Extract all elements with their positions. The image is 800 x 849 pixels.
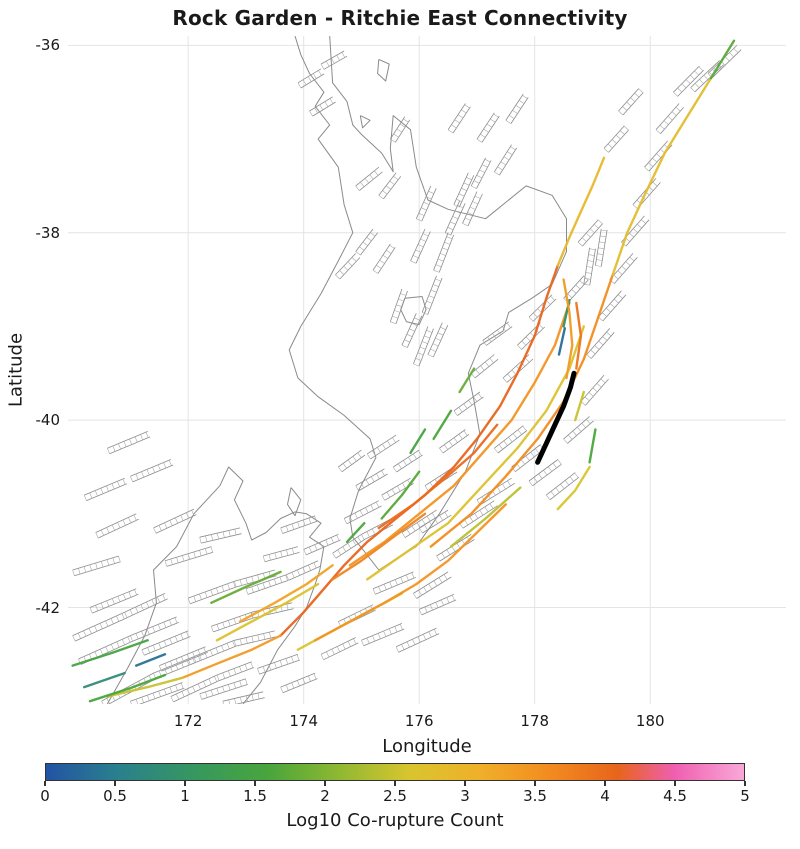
rupture-trace (279, 264, 559, 637)
coastline (106, 466, 325, 704)
colorbar-tick-mark (324, 781, 326, 786)
rupture-trace (348, 301, 571, 567)
map-plot (68, 36, 786, 704)
colorbar-tick-mark (114, 781, 116, 786)
rupture-trace (238, 564, 334, 623)
y-tick-label: -42 (35, 598, 61, 617)
y-tick-label: -38 (35, 223, 61, 242)
colorbar-tick-mark (604, 781, 606, 786)
coastline (377, 58, 390, 82)
colorbar-tick-mark (744, 781, 746, 786)
rupture-trace (88, 673, 167, 703)
colorbar-label: Log10 Co-rupture Count (286, 810, 504, 831)
rupture-trace (377, 423, 499, 530)
rupture-trace (135, 653, 167, 667)
rupture-trace (574, 390, 585, 422)
colorbar-tick-mark (184, 781, 186, 786)
coastline (287, 487, 302, 517)
y-tick-label: -40 (35, 411, 61, 430)
background-fault-rails (72, 45, 742, 704)
colorbar-tick-label: 0 (40, 787, 50, 805)
rupture-trace (557, 327, 566, 356)
rupture-trace (181, 634, 282, 679)
colorbar-tick-mark (674, 781, 676, 786)
colorbar-tick-mark (44, 781, 46, 786)
rupture-trace (709, 39, 736, 80)
x-tick-label: 178 (520, 712, 550, 730)
colorbar-tick-mark (464, 781, 466, 786)
colorbar-tick-label: 3 (460, 787, 470, 805)
rupture-trace (314, 503, 507, 642)
rupture-trace (210, 570, 282, 604)
rupture-trace (71, 639, 149, 667)
colorbar-tick-mark (534, 781, 536, 786)
rupture-trace (449, 486, 522, 548)
x-tick-label: 176 (404, 712, 434, 730)
rupture-trace (429, 273, 614, 548)
x-axis-label: Longitude (382, 736, 472, 757)
colorbar-tick-label: 4.5 (663, 787, 687, 805)
colorbar-tick-label: 2 (320, 787, 330, 805)
highlight-fault (535, 370, 577, 465)
rupture-trace (366, 325, 585, 581)
colorbar-tick-label: 2.5 (383, 787, 407, 805)
x-tick-label: 180 (635, 712, 665, 730)
colorbar-tick-mark (254, 781, 256, 786)
rupture-trace (409, 428, 427, 455)
rupture-trace (575, 301, 583, 370)
rupture-trace (588, 428, 597, 464)
colorbar-tick-label: 1 (180, 787, 190, 805)
rupture-trace (562, 278, 574, 380)
colorbar-tick-mark (394, 781, 396, 786)
coastline (359, 115, 371, 129)
rupture-trace (106, 676, 184, 698)
rupture-trace (611, 77, 713, 277)
rupture-trace (432, 409, 453, 441)
colorbar-tick-label: 0.5 (103, 787, 127, 805)
colorbar (45, 763, 745, 781)
rupture-trace (331, 512, 427, 581)
rupture-trace (556, 465, 591, 511)
colorbar-tick-label: 5 (740, 787, 750, 805)
rupture-trace (556, 156, 606, 267)
rupture-trace (83, 671, 126, 689)
y-axis-label: Latitude (5, 332, 27, 408)
rupture-trace (215, 582, 320, 642)
colorbar-tick-label: 4 (600, 787, 610, 805)
colorbar-tick-label: 3.5 (523, 787, 547, 805)
y-tick-label: -36 (35, 36, 61, 55)
chart-title: Rock Garden - Ritchie East Connectivity (172, 6, 628, 30)
x-tick-label: 172 (173, 712, 203, 730)
rupture-trace (458, 367, 476, 394)
rupture-trace (345, 522, 366, 544)
background-fault-hatching (72, 48, 739, 704)
colorbar-tick-label: 1.5 (243, 787, 267, 805)
rupture-trace (380, 470, 421, 520)
coastline (288, 36, 567, 571)
x-tick-label: 174 (289, 712, 318, 730)
